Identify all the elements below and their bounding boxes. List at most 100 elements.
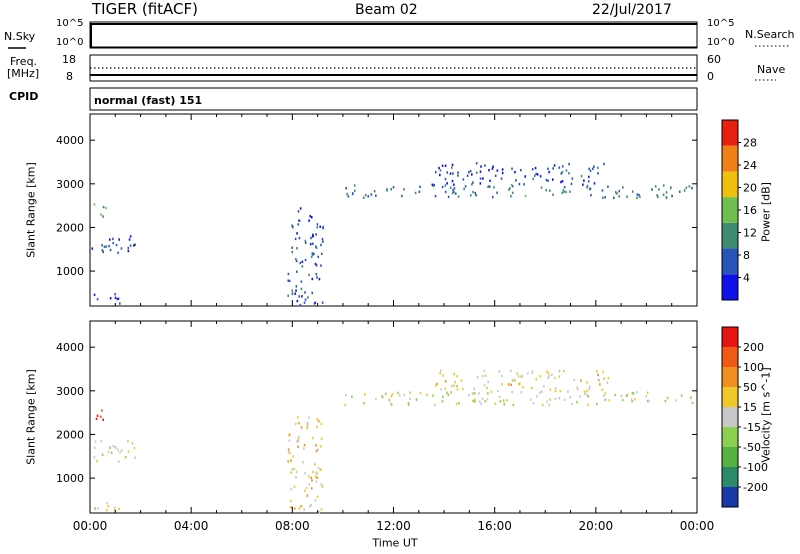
data-point — [444, 164, 447, 167]
data-point — [608, 399, 611, 402]
data-point — [444, 380, 447, 383]
data-point — [391, 392, 394, 396]
data-point — [288, 451, 290, 454]
data-point — [114, 506, 116, 509]
data-point — [307, 475, 310, 478]
data-point — [293, 467, 296, 471]
data-point — [567, 390, 569, 393]
data-point — [474, 398, 476, 401]
data-point — [576, 386, 578, 389]
data-point — [565, 190, 567, 194]
x-tick-label: 12:00 — [376, 519, 411, 533]
data-point — [453, 372, 456, 376]
data-point — [518, 382, 521, 385]
colorbar-tick-label: 20 — [743, 182, 757, 195]
data-point — [669, 186, 672, 190]
data-point — [604, 398, 607, 401]
data-point — [453, 190, 455, 194]
data-point — [440, 388, 443, 391]
data-point — [497, 389, 499, 393]
data-point — [100, 213, 102, 216]
data-point — [583, 392, 586, 396]
power-colorbar-label: Power [dB] — [759, 182, 773, 242]
data-point — [440, 369, 442, 372]
data-point — [311, 277, 314, 281]
data-point — [290, 506, 292, 509]
colorbar-frame — [721, 326, 739, 508]
data-point — [473, 400, 476, 403]
data-point — [563, 370, 565, 373]
data-point — [451, 166, 453, 169]
data-point — [603, 394, 605, 398]
data-point — [500, 374, 503, 378]
data-point — [489, 179, 491, 182]
data-point — [436, 382, 438, 386]
data-point — [484, 374, 487, 377]
data-point — [595, 402, 598, 406]
data-point — [297, 437, 300, 441]
data-point — [460, 379, 463, 382]
data-point — [407, 401, 410, 405]
data-point — [310, 487, 313, 490]
data-point — [626, 195, 628, 198]
data-point — [294, 422, 297, 426]
data-point — [453, 187, 456, 190]
data-point — [295, 258, 297, 261]
data-point — [618, 189, 621, 193]
data-point — [295, 270, 298, 273]
colorbar-segment — [722, 120, 738, 146]
data-point — [101, 409, 103, 412]
data-point — [295, 285, 298, 288]
data-point — [601, 388, 604, 392]
x-axis-label: Time UT — [372, 536, 418, 550]
data-point — [302, 447, 305, 450]
date-label: 22/Jul/2017 — [592, 2, 672, 18]
data-point — [105, 206, 107, 210]
data-point — [494, 174, 497, 177]
data-point — [539, 391, 541, 394]
freq-unit-label: [MHz] — [7, 67, 40, 80]
data-point — [546, 370, 548, 373]
data-point — [570, 182, 573, 186]
data-point — [558, 396, 561, 400]
data-point — [315, 273, 318, 276]
data-point — [351, 395, 353, 398]
data-point — [134, 243, 136, 246]
data-point — [511, 184, 514, 188]
data-point — [680, 394, 683, 397]
data-point — [345, 393, 347, 397]
data-point — [601, 189, 604, 192]
data-point — [116, 297, 118, 301]
data-point — [313, 463, 316, 466]
data-point — [462, 178, 465, 181]
data-point — [645, 395, 648, 398]
colorbar-segment — [722, 274, 738, 300]
data-point — [562, 189, 565, 192]
data-point — [291, 250, 294, 254]
data-point — [552, 193, 554, 196]
data-point — [549, 388, 552, 391]
data-point — [308, 219, 310, 222]
data-point — [319, 225, 322, 228]
data-point — [509, 369, 512, 373]
data-point — [287, 448, 290, 451]
data-point — [532, 401, 535, 405]
data-point — [458, 402, 460, 405]
data-point — [105, 245, 107, 248]
data-point — [299, 303, 302, 307]
data-point — [433, 183, 436, 187]
data-point — [287, 294, 290, 297]
colorbar-segment — [722, 145, 738, 172]
data-point — [127, 450, 130, 453]
data-point — [478, 392, 480, 395]
data-point — [287, 272, 290, 276]
colorbar-segment — [722, 387, 738, 407]
data-point — [593, 182, 596, 185]
data-point — [441, 164, 444, 168]
data-point — [662, 193, 665, 196]
data-point — [632, 392, 635, 395]
data-point — [586, 186, 588, 189]
data-point — [314, 475, 317, 478]
nsearch-label: N.Search — [745, 28, 795, 41]
data-point — [487, 392, 489, 395]
